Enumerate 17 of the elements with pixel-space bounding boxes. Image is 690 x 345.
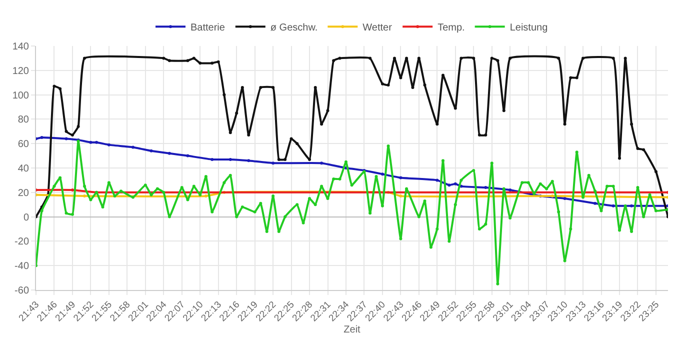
y-tick-label: 0	[23, 212, 30, 224]
legend-label: Leistung	[510, 22, 548, 34]
legend-label: Temp.	[438, 22, 465, 34]
y-tick-label: -40	[14, 261, 30, 272]
y-tick-label: 140	[12, 42, 30, 52]
y-tick-label: 120	[12, 66, 30, 77]
y-tick-label: 60	[18, 139, 30, 150]
legend-label: ø Geschw.	[270, 22, 318, 34]
legend-label: Batterie	[190, 22, 226, 34]
y-tick-label: 100	[12, 90, 30, 102]
x-axis-title: Zeit	[344, 324, 361, 336]
legend-label: Wetter	[362, 22, 393, 34]
y-tick-label: 40	[18, 164, 30, 174]
y-tick-label: -20	[14, 236, 30, 248]
y-tick-label: 20	[18, 188, 30, 199]
y-tick-label: -60	[14, 286, 30, 296]
y-tick-label: 80	[18, 114, 30, 126]
